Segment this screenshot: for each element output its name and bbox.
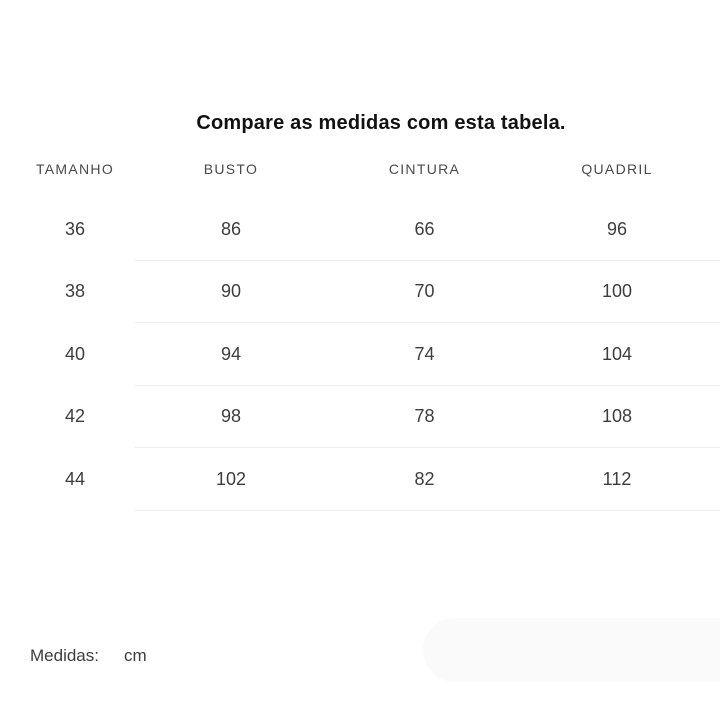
table-row: 38 90 70 100 bbox=[0, 261, 720, 324]
column-header-tamanho: TAMANHO bbox=[35, 161, 115, 177]
cell-busto: 90 bbox=[220, 281, 242, 302]
cell-cintura: 70 bbox=[414, 281, 435, 302]
table-row: 36 86 66 96 bbox=[0, 198, 720, 261]
cell-quadril: 100 bbox=[601, 281, 633, 302]
table-row: 40 94 74 104 bbox=[0, 323, 720, 386]
measurement-unit-note: Medidas: cm bbox=[30, 646, 147, 666]
cell-quadril: 96 bbox=[606, 218, 628, 239]
cell-busto: 86 bbox=[220, 218, 242, 239]
cell-tamanho: 44 bbox=[64, 468, 86, 489]
cell-busto: 98 bbox=[220, 406, 242, 427]
cell-cintura: 82 bbox=[414, 468, 435, 489]
cell-busto: 102 bbox=[215, 468, 247, 489]
table-row: 44 102 82 112 bbox=[0, 448, 720, 511]
measurement-unit-value: cm bbox=[123, 646, 147, 665]
measurement-unit-label: Medidas: bbox=[30, 646, 99, 665]
cell-cintura: 66 bbox=[414, 218, 435, 239]
column-header-quadril: QUADRIL bbox=[581, 161, 653, 177]
column-header-cintura: CINTURA bbox=[388, 161, 461, 177]
size-chart-title: Compare as medidas com esta tabela. bbox=[196, 112, 566, 134]
cell-tamanho: 40 bbox=[64, 343, 86, 364]
cell-quadril: 108 bbox=[601, 406, 633, 427]
cell-cintura: 74 bbox=[414, 343, 435, 364]
floating-pill-button[interactable] bbox=[423, 618, 720, 682]
size-table: TAMANHO BUSTO CINTURA QUADRIL 36 86 66 9… bbox=[0, 140, 720, 511]
cell-quadril: 104 bbox=[601, 343, 633, 364]
table-row: 42 98 78 108 bbox=[0, 386, 720, 449]
cell-busto: 94 bbox=[220, 343, 242, 364]
cell-cintura: 78 bbox=[414, 406, 435, 427]
cell-quadril: 112 bbox=[602, 468, 632, 489]
cell-tamanho: 36 bbox=[64, 218, 86, 239]
cell-tamanho: 42 bbox=[64, 406, 86, 427]
cell-tamanho: 38 bbox=[64, 281, 86, 302]
column-header-busto: BUSTO bbox=[203, 161, 259, 177]
size-table-header-row: TAMANHO BUSTO CINTURA QUADRIL bbox=[0, 140, 720, 198]
